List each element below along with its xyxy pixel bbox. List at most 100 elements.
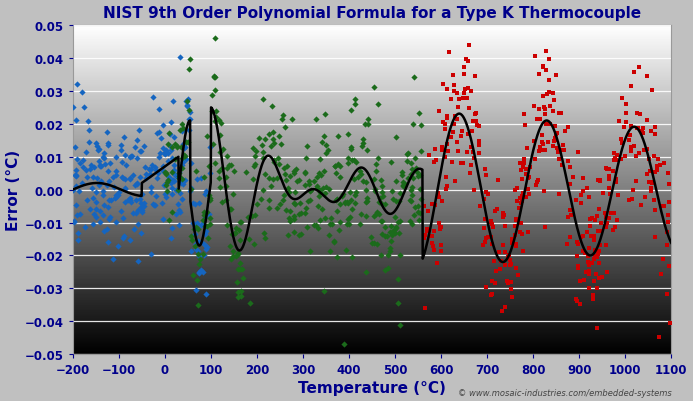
Point [441, 175, 452, 181]
Point [135, 196, 146, 203]
Point [299, 169, 310, 176]
Point [450, 114, 461, 120]
Point [162, 142, 173, 148]
Point [588, 235, 599, 241]
Point [644, 169, 656, 175]
Point [184, 117, 195, 123]
Point [229, 230, 240, 237]
Point [436, 225, 447, 231]
Point [494, 266, 505, 273]
Point [477, 242, 489, 249]
Point [600, 242, 611, 249]
Point [513, 272, 524, 278]
Point [483, 191, 494, 197]
Point [375, 253, 386, 259]
Point [167, 155, 178, 162]
Point [203, 163, 214, 170]
Point [579, 251, 590, 257]
Point [431, 260, 442, 267]
Point [116, 147, 127, 154]
Point [258, 156, 269, 162]
Point [545, 122, 556, 128]
Point [170, 173, 182, 179]
Point [507, 237, 518, 243]
Point [231, 253, 242, 259]
Point [330, 197, 341, 203]
Point [245, 300, 256, 307]
Point [215, 184, 226, 190]
Point [612, 217, 623, 223]
Point [577, 188, 588, 194]
Point [520, 194, 532, 200]
Point [159, 150, 170, 156]
Point [442, 149, 453, 155]
Point [553, 192, 564, 198]
Point [441, 115, 453, 122]
Point [192, 248, 203, 255]
Point [104, 161, 115, 167]
Point [236, 288, 247, 294]
Point [536, 132, 547, 139]
Point [516, 198, 527, 205]
Point [343, 132, 354, 138]
Point [127, 153, 138, 160]
Point [491, 207, 502, 213]
Point [593, 178, 604, 184]
Point [412, 169, 423, 176]
Point [167, 177, 178, 184]
Point [511, 243, 522, 249]
Point [595, 178, 606, 184]
Point [320, 190, 331, 196]
Point [295, 200, 306, 207]
Point [185, 161, 196, 167]
Point [411, 165, 422, 172]
Point [69, 219, 80, 226]
Point [331, 170, 342, 176]
Point [618, 125, 629, 131]
Point [594, 275, 605, 282]
Point [413, 209, 424, 216]
Point [535, 145, 546, 151]
Point [103, 140, 114, 147]
Point [264, 132, 275, 138]
Point [437, 119, 448, 126]
Point [198, 221, 209, 228]
Point [493, 249, 505, 256]
Point [275, 142, 286, 148]
Point [499, 212, 510, 219]
Point [232, 266, 243, 273]
Point [595, 220, 606, 227]
Point [195, 267, 207, 273]
Point [464, 43, 475, 49]
Point [311, 174, 322, 180]
Point [168, 135, 179, 141]
Point [601, 215, 612, 221]
Point [334, 164, 345, 170]
Point [590, 271, 602, 277]
Point [177, 196, 188, 203]
Point [333, 133, 344, 140]
Point [410, 204, 421, 210]
Point [611, 176, 622, 183]
Point [189, 224, 200, 231]
Point [448, 89, 459, 95]
Point [344, 190, 355, 196]
Point [419, 232, 430, 238]
Point [428, 159, 439, 165]
Point [620, 101, 631, 108]
Point [344, 215, 356, 221]
Point [200, 243, 211, 249]
Point [179, 153, 190, 159]
Point [355, 222, 366, 228]
Point [273, 133, 284, 140]
Point [540, 122, 551, 128]
Point [543, 89, 554, 96]
Point [107, 256, 119, 262]
Point [204, 196, 216, 202]
Point [283, 215, 295, 221]
Point [608, 150, 620, 157]
Point [627, 188, 638, 194]
Point [93, 148, 104, 154]
Point [227, 248, 238, 255]
Point [104, 217, 115, 223]
